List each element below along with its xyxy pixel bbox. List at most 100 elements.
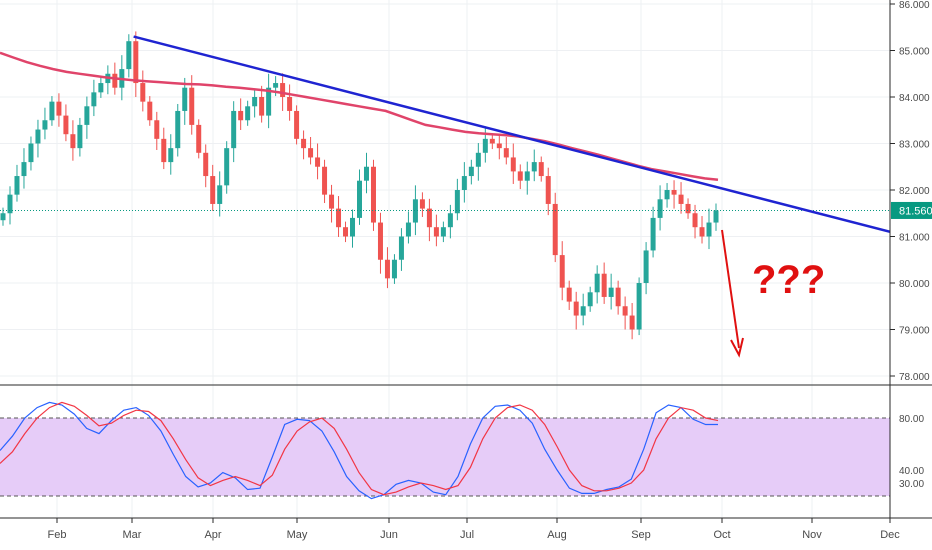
candle-body <box>433 227 439 237</box>
stochastic-line <box>0 401 718 500</box>
candle-body <box>189 87 195 125</box>
candle-body <box>210 176 216 204</box>
candle-body <box>692 213 698 228</box>
candle-body <box>7 194 13 214</box>
candle-body <box>699 227 705 237</box>
candle-body <box>454 190 460 214</box>
moving-average-line <box>0 51 719 182</box>
trend-line <box>133 35 891 234</box>
last-price-label: 81.560 <box>899 205 932 217</box>
candle-body <box>273 83 279 88</box>
candle-body <box>384 259 390 279</box>
candle-body <box>182 87 188 111</box>
candle-body <box>559 255 565 288</box>
candle-body <box>77 124 83 149</box>
candle-body <box>468 166 474 177</box>
candle-body <box>301 138 307 149</box>
candle-body <box>594 273 600 293</box>
candle-body <box>671 190 677 195</box>
candle-body <box>377 222 383 260</box>
candles <box>0 31 719 340</box>
candle-body <box>238 110 244 121</box>
candle-body <box>343 227 349 237</box>
candle-body <box>266 87 272 116</box>
stochastic-axis: 30.00 40.00 80.00 <box>899 414 924 490</box>
time-tick-label: Jun <box>380 529 398 541</box>
candle-body <box>503 148 509 158</box>
candle-body <box>517 171 523 181</box>
candle-body <box>552 203 558 256</box>
candle-body <box>126 41 132 70</box>
candle-body <box>447 213 453 228</box>
candle-body <box>329 194 335 209</box>
candle-body <box>294 110 300 139</box>
candle-body <box>259 97 265 116</box>
time-tick-label: Nov <box>802 529 822 541</box>
candle-body <box>615 287 621 307</box>
time-tick-label: Mar <box>123 529 142 541</box>
candle-body <box>14 176 20 195</box>
candle-body <box>426 208 432 228</box>
price-tick-label: 85.000 <box>899 47 930 58</box>
candle-body <box>363 166 369 181</box>
price-tick-label: 83.000 <box>899 140 930 151</box>
candle-body <box>685 203 691 214</box>
candle-body <box>405 222 411 237</box>
candle-body <box>531 162 537 172</box>
candle-body <box>412 199 418 223</box>
candle-body <box>398 236 404 260</box>
candle-body <box>287 97 293 111</box>
last-price-box <box>891 201 932 219</box>
candle-body <box>112 73 118 88</box>
candle-body <box>391 259 397 279</box>
price-tick-label: 80.000 <box>899 279 930 290</box>
candle-body <box>643 250 649 283</box>
price-tick-label: 84.000 <box>899 93 930 104</box>
overlays <box>0 35 891 234</box>
stochastic-tick-label: 40.00 <box>899 466 924 477</box>
question-annotation: ??? <box>752 258 825 302</box>
candle-body <box>650 217 656 251</box>
price-tick-label: 82.000 <box>899 186 930 197</box>
candle-body <box>608 287 614 297</box>
candle-body <box>196 124 202 153</box>
candle-body <box>664 190 670 200</box>
stochastic-band <box>0 418 890 496</box>
candle-body <box>140 83 146 102</box>
down-arrow-line <box>721 229 740 349</box>
candle-body <box>98 83 104 93</box>
candle-body <box>161 138 167 163</box>
stochastic-oscillator <box>0 401 719 500</box>
candle-body <box>489 138 495 144</box>
candle-body <box>203 152 209 177</box>
candle-body <box>496 143 502 149</box>
candle-body <box>84 106 90 125</box>
candle-body <box>350 217 356 237</box>
candle-body <box>224 148 230 186</box>
candle-body <box>706 222 712 237</box>
time-tick-label: Jul <box>460 529 474 541</box>
time-tick-label: Feb <box>48 529 67 541</box>
candle-body <box>713 210 719 223</box>
time-axis: Feb Mar Apr May Jun Jul Aug Sep Oct Nov Dec <box>48 518 900 541</box>
stochastic-line <box>0 401 719 496</box>
candle-body <box>315 157 321 167</box>
candle-body <box>370 166 376 223</box>
candle-body <box>42 120 48 130</box>
candle-body <box>231 110 237 149</box>
candle-body <box>168 148 174 163</box>
candle-body <box>70 134 76 149</box>
candle-body <box>622 306 628 316</box>
price-tick-label: 86.000 <box>899 0 930 11</box>
candle-body <box>545 176 551 204</box>
candle-body <box>245 106 251 121</box>
price-tick-label: 81.000 <box>899 233 930 244</box>
candle-body <box>133 41 139 84</box>
candle-body <box>629 315 635 330</box>
candle-body <box>566 287 572 302</box>
candle-body <box>49 101 55 121</box>
candle-body <box>147 101 153 121</box>
candle-body <box>524 171 530 181</box>
candle-body <box>21 162 27 177</box>
candle-body <box>217 185 223 204</box>
